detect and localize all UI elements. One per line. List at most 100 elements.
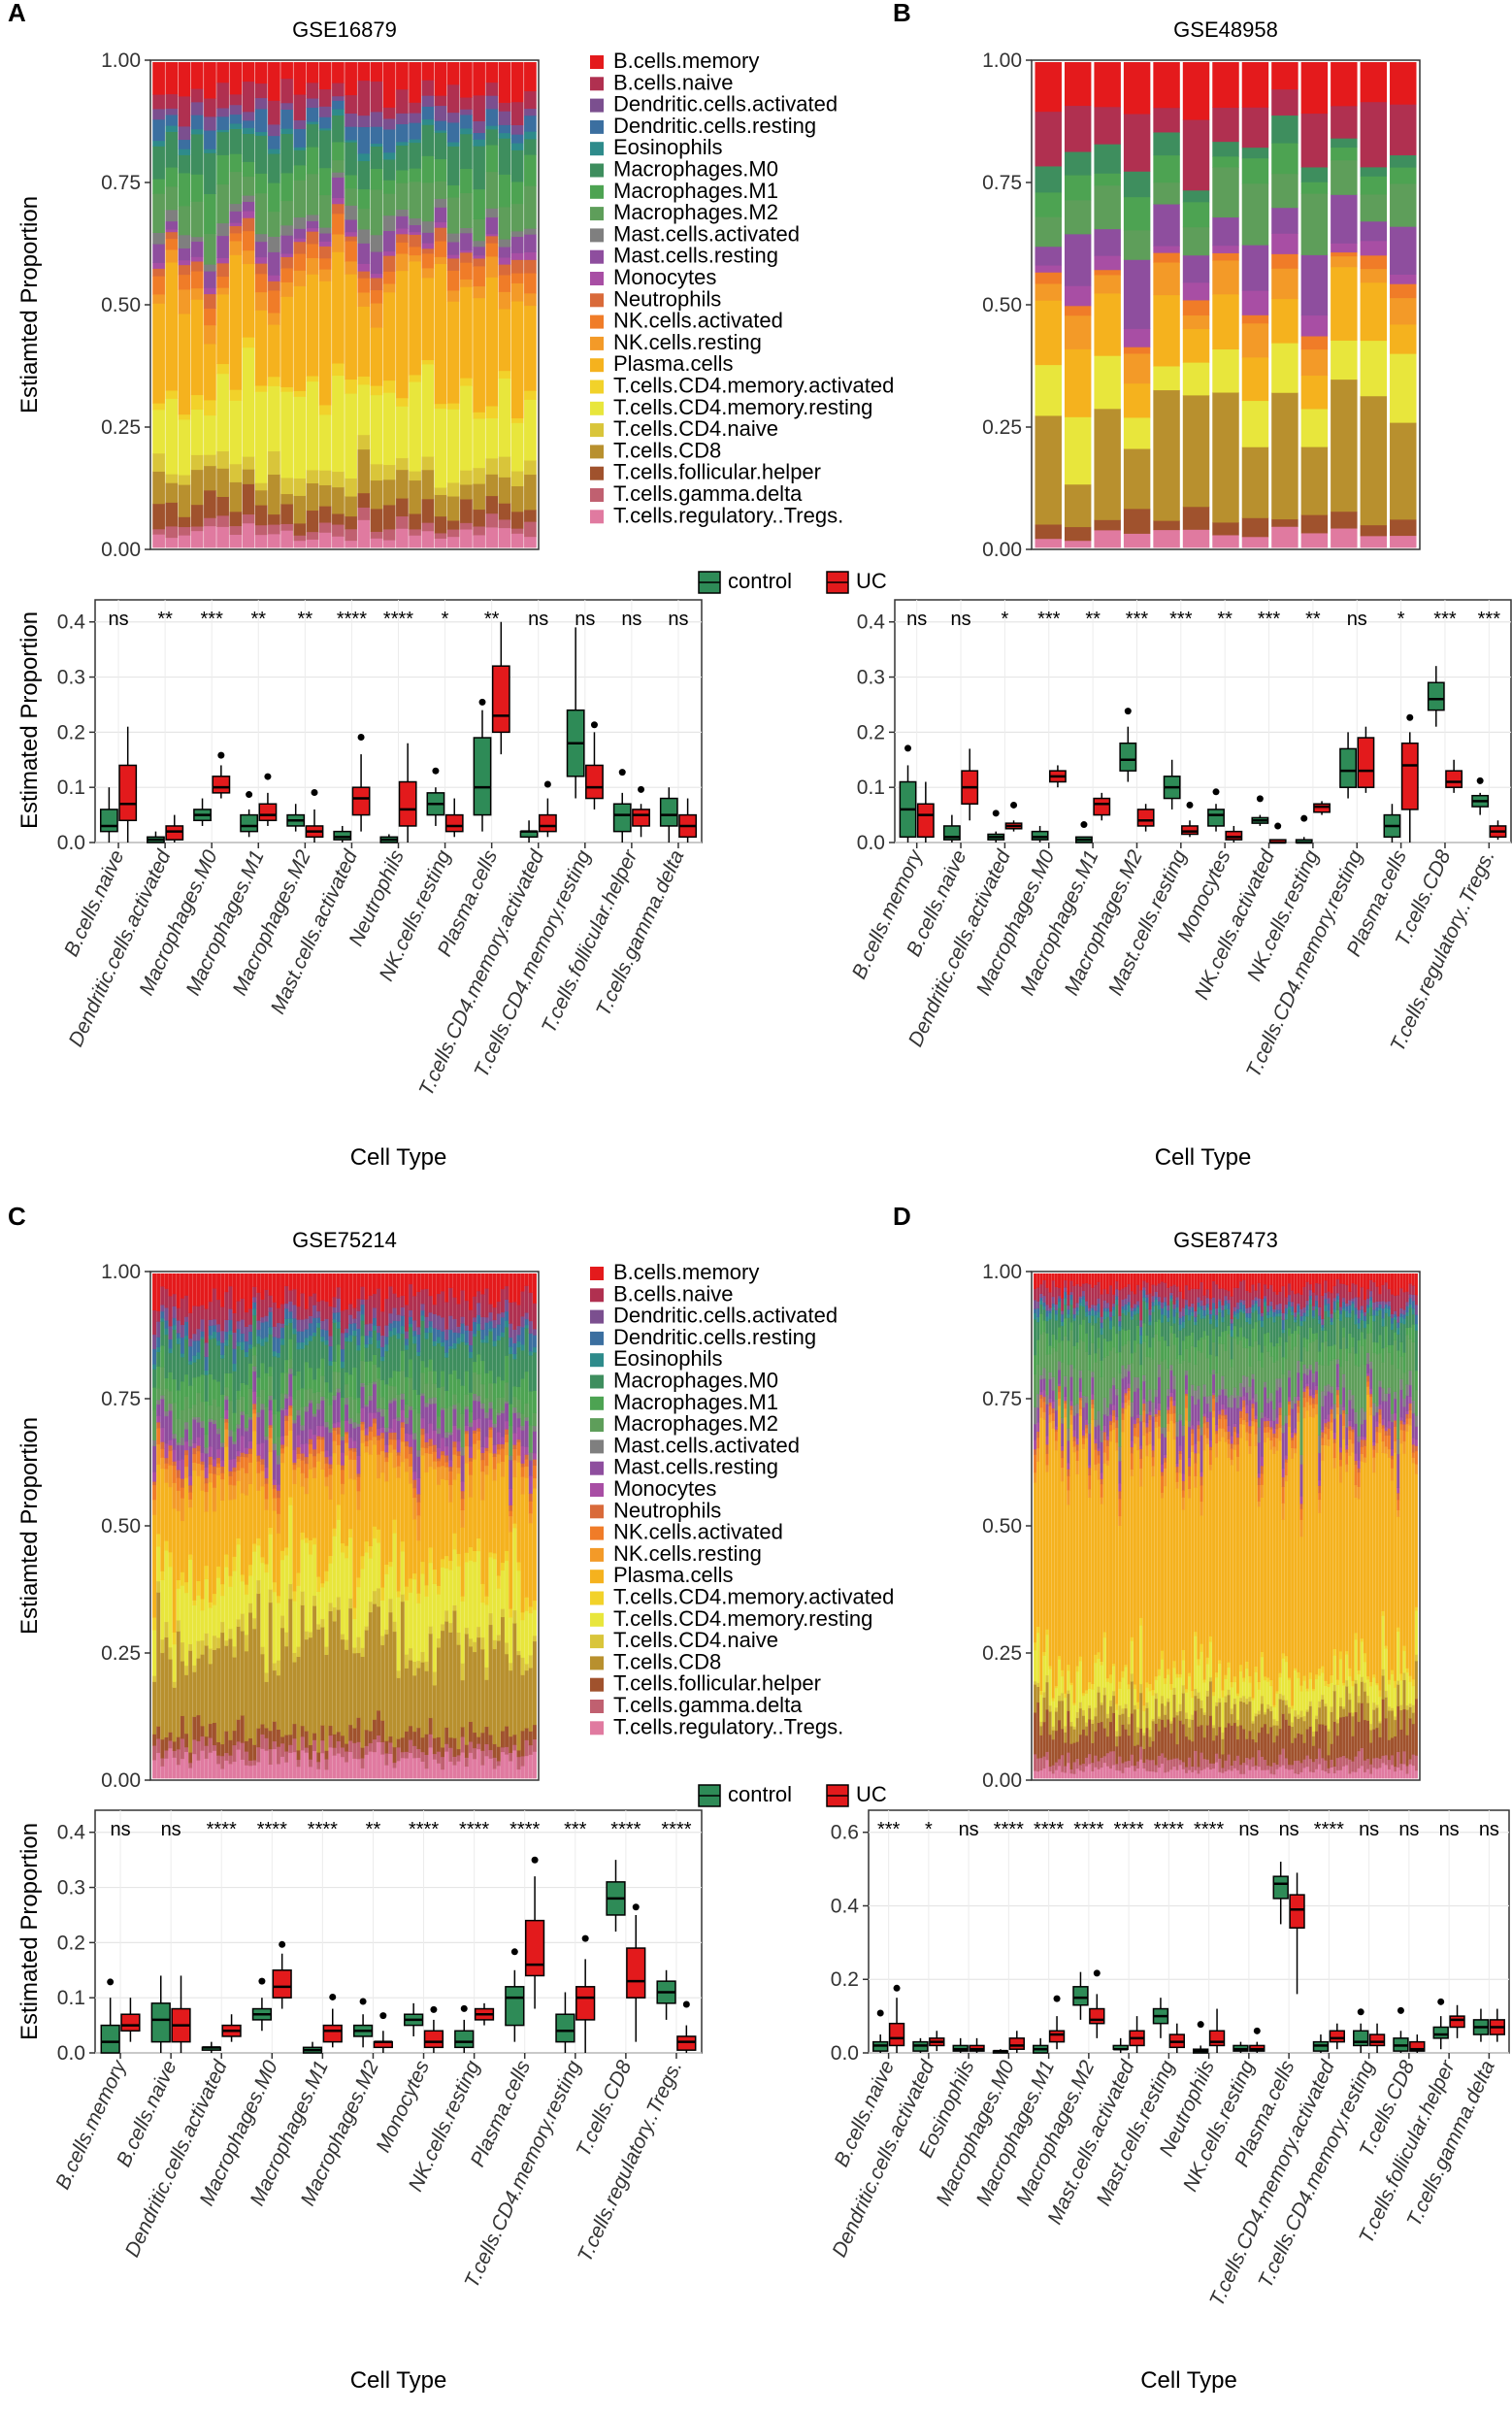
stack-segment: [1081, 1448, 1085, 1694]
stack-segment: [248, 1612, 253, 1739]
stack-segment: [1034, 1318, 1037, 1356]
panel-label: D: [893, 1202, 911, 1231]
stack-segment: [1085, 1305, 1089, 1312]
stack-segment: [1161, 1313, 1165, 1323]
stack-segment: [1271, 253, 1298, 269]
stack-segment: [1081, 1306, 1085, 1320]
stack-segment: [204, 130, 216, 149]
stack-segment: [306, 123, 319, 148]
stack-segment: [492, 1423, 497, 1428]
stack-segment: [284, 1420, 289, 1437]
stack-segment: [1153, 252, 1180, 263]
stack-segment: [1130, 1673, 1134, 1682]
stack-segment: [1088, 1354, 1092, 1371]
stack-segment: [473, 1400, 477, 1421]
stack-segment: [1154, 1765, 1158, 1772]
stack-segment: [292, 1737, 297, 1753]
stack-segment: [1227, 1314, 1231, 1327]
stack-segment: [1271, 343, 1298, 393]
stack-segment: [1212, 1725, 1216, 1729]
stack-segment: [1075, 1306, 1079, 1311]
stack-segment: [364, 1335, 369, 1345]
stack-segment: [1045, 1304, 1049, 1311]
stack-segment: [236, 1719, 241, 1742]
stack-segment: [236, 1749, 241, 1779]
stack-segment: [1188, 1498, 1192, 1673]
stack-segment: [280, 1344, 285, 1373]
stack-segment: [184, 1581, 189, 1594]
stack-segment: [1127, 1387, 1131, 1391]
stack-segment: [500, 1397, 505, 1411]
stack-segment: [1300, 193, 1329, 255]
stack-segment: [336, 1388, 341, 1393]
stack-segment: [176, 1320, 181, 1334]
stack-segment: [1233, 1310, 1236, 1315]
stack-segment: [1153, 132, 1180, 156]
stack-segment: [332, 513, 345, 525]
stack-segment: [524, 1420, 529, 1447]
stack-segment: [1148, 1419, 1152, 1432]
stack-segment: [1260, 1695, 1264, 1704]
stack-segment: [512, 1460, 517, 1478]
stack-segment: [370, 278, 383, 291]
stack-segment: [328, 1365, 333, 1393]
stack-segment: [416, 1291, 421, 1328]
stack-segment: [1300, 62, 1329, 115]
stack-segment: [473, 1316, 477, 1323]
stack-segment: [498, 62, 511, 103]
stack-segment: [1184, 1393, 1188, 1397]
stack-segment: [460, 1455, 465, 1482]
stack-segment: [1105, 1752, 1109, 1767]
stack-segment: [196, 1445, 201, 1452]
stack-segment: [1100, 1665, 1103, 1703]
stack-segment: [165, 131, 179, 168]
stack-segment: [1197, 1692, 1200, 1700]
stack-segment: [293, 495, 307, 524]
stack-segment: [276, 1455, 280, 1465]
stack-segment: [156, 1422, 161, 1429]
stack-segment: [256, 1292, 261, 1321]
stack-segment: [510, 273, 524, 283]
stack-segment: [1257, 1360, 1261, 1428]
stack-segment: [1175, 1743, 1179, 1759]
stack-segment: [176, 1588, 181, 1621]
stack-segment: [316, 1403, 321, 1410]
stack-segment: [1188, 1769, 1192, 1779]
stack-segment: [232, 1744, 237, 1763]
y-tick-label: 0.2: [857, 721, 885, 744]
stack-segment: [254, 505, 268, 526]
stack-segment: [1242, 1695, 1246, 1702]
significance-label: **: [157, 609, 173, 630]
stack-segment: [498, 111, 511, 125]
stack-segment: [254, 524, 268, 536]
stack-segment: [1331, 159, 1358, 195]
stack-segment: [1133, 1314, 1136, 1341]
stack-segment: [268, 62, 280, 101]
stack-segment: [1064, 1375, 1068, 1388]
significance-label: ****: [337, 609, 367, 630]
stack-segment: [272, 1510, 277, 1583]
stack-segment: [220, 1417, 225, 1443]
stack-segment: [304, 1752, 309, 1779]
stack-segment: [1081, 1443, 1085, 1449]
stack-segment: [296, 1458, 301, 1468]
stack-segment: [510, 203, 524, 232]
stack-segment: [304, 1456, 309, 1465]
stack-segment: [1205, 1759, 1209, 1768]
stack-segment: [1224, 1388, 1228, 1396]
stack-segment: [448, 1632, 453, 1738]
stack-segment: [204, 1565, 209, 1580]
stack-segment: [524, 1328, 529, 1372]
stack-segment: [372, 1444, 377, 1527]
stack-segment: [1067, 1762, 1070, 1779]
stack-segment: [248, 1416, 253, 1420]
stack-segment: [204, 1342, 209, 1358]
stack-segment: [1242, 1419, 1246, 1425]
stack-segment: [1161, 1336, 1165, 1362]
stack-segment: [516, 1305, 521, 1327]
stack-segment: [316, 1310, 321, 1318]
stack-segment: [320, 1329, 325, 1338]
stack-segment: [409, 1592, 413, 1649]
stack-segment: [441, 1317, 445, 1332]
stack-segment: [180, 1758, 184, 1779]
